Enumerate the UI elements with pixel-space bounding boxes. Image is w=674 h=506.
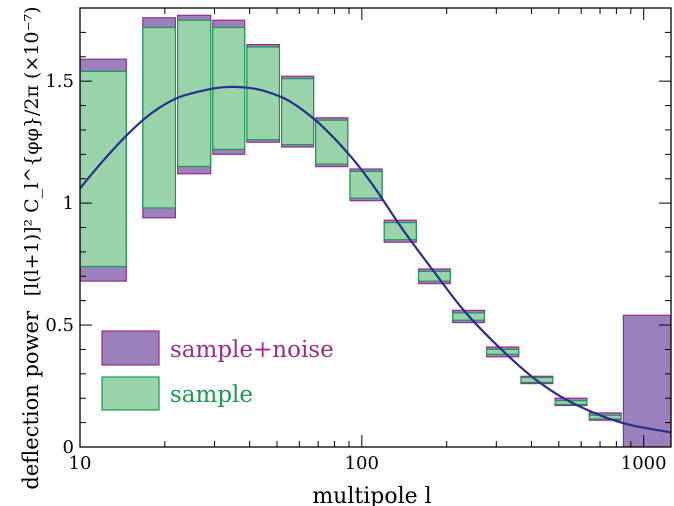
x-tick-label: 100 <box>345 453 379 474</box>
bin-sample-5 <box>281 78 315 146</box>
bin-sample-6 <box>315 119 349 165</box>
y-tick-label: 0 <box>63 437 74 458</box>
y-tick-label: 1.5 <box>45 71 74 92</box>
bin-sample-1 <box>142 26 177 209</box>
y-axis-title: deflection power [l(l+1)]² C_l^{φφ}/2π (… <box>19 6 43 489</box>
y-tick-label: 0.5 <box>45 315 74 336</box>
x-axis-title: multipole l <box>312 484 431 506</box>
y-axis-title-formula: [l(l+1)]² C_l^{φφ}/2π (×10⁻⁷) <box>21 6 43 296</box>
plot-frame <box>79 7 672 448</box>
theory-curve <box>80 85 671 434</box>
legend-swatch-sample <box>101 376 160 411</box>
plot-area <box>80 14 671 447</box>
y-tick-label: 1 <box>63 193 74 214</box>
legend-label-sample: sample <box>170 382 253 408</box>
x-tick-label: 1000 <box>621 453 667 474</box>
legend-label-sample-noise: sample+noise <box>170 337 334 363</box>
y-axis-title-main: deflection power <box>19 310 43 490</box>
bin-sample-0 <box>80 70 127 268</box>
legend-swatch-sample-noise <box>101 330 160 366</box>
axis-ticks: 10 100 1000 0 0.5 1 1.5 <box>45 8 671 474</box>
legend: sample+noise sample <box>101 330 334 411</box>
x-tick-label: 10 <box>69 453 92 474</box>
